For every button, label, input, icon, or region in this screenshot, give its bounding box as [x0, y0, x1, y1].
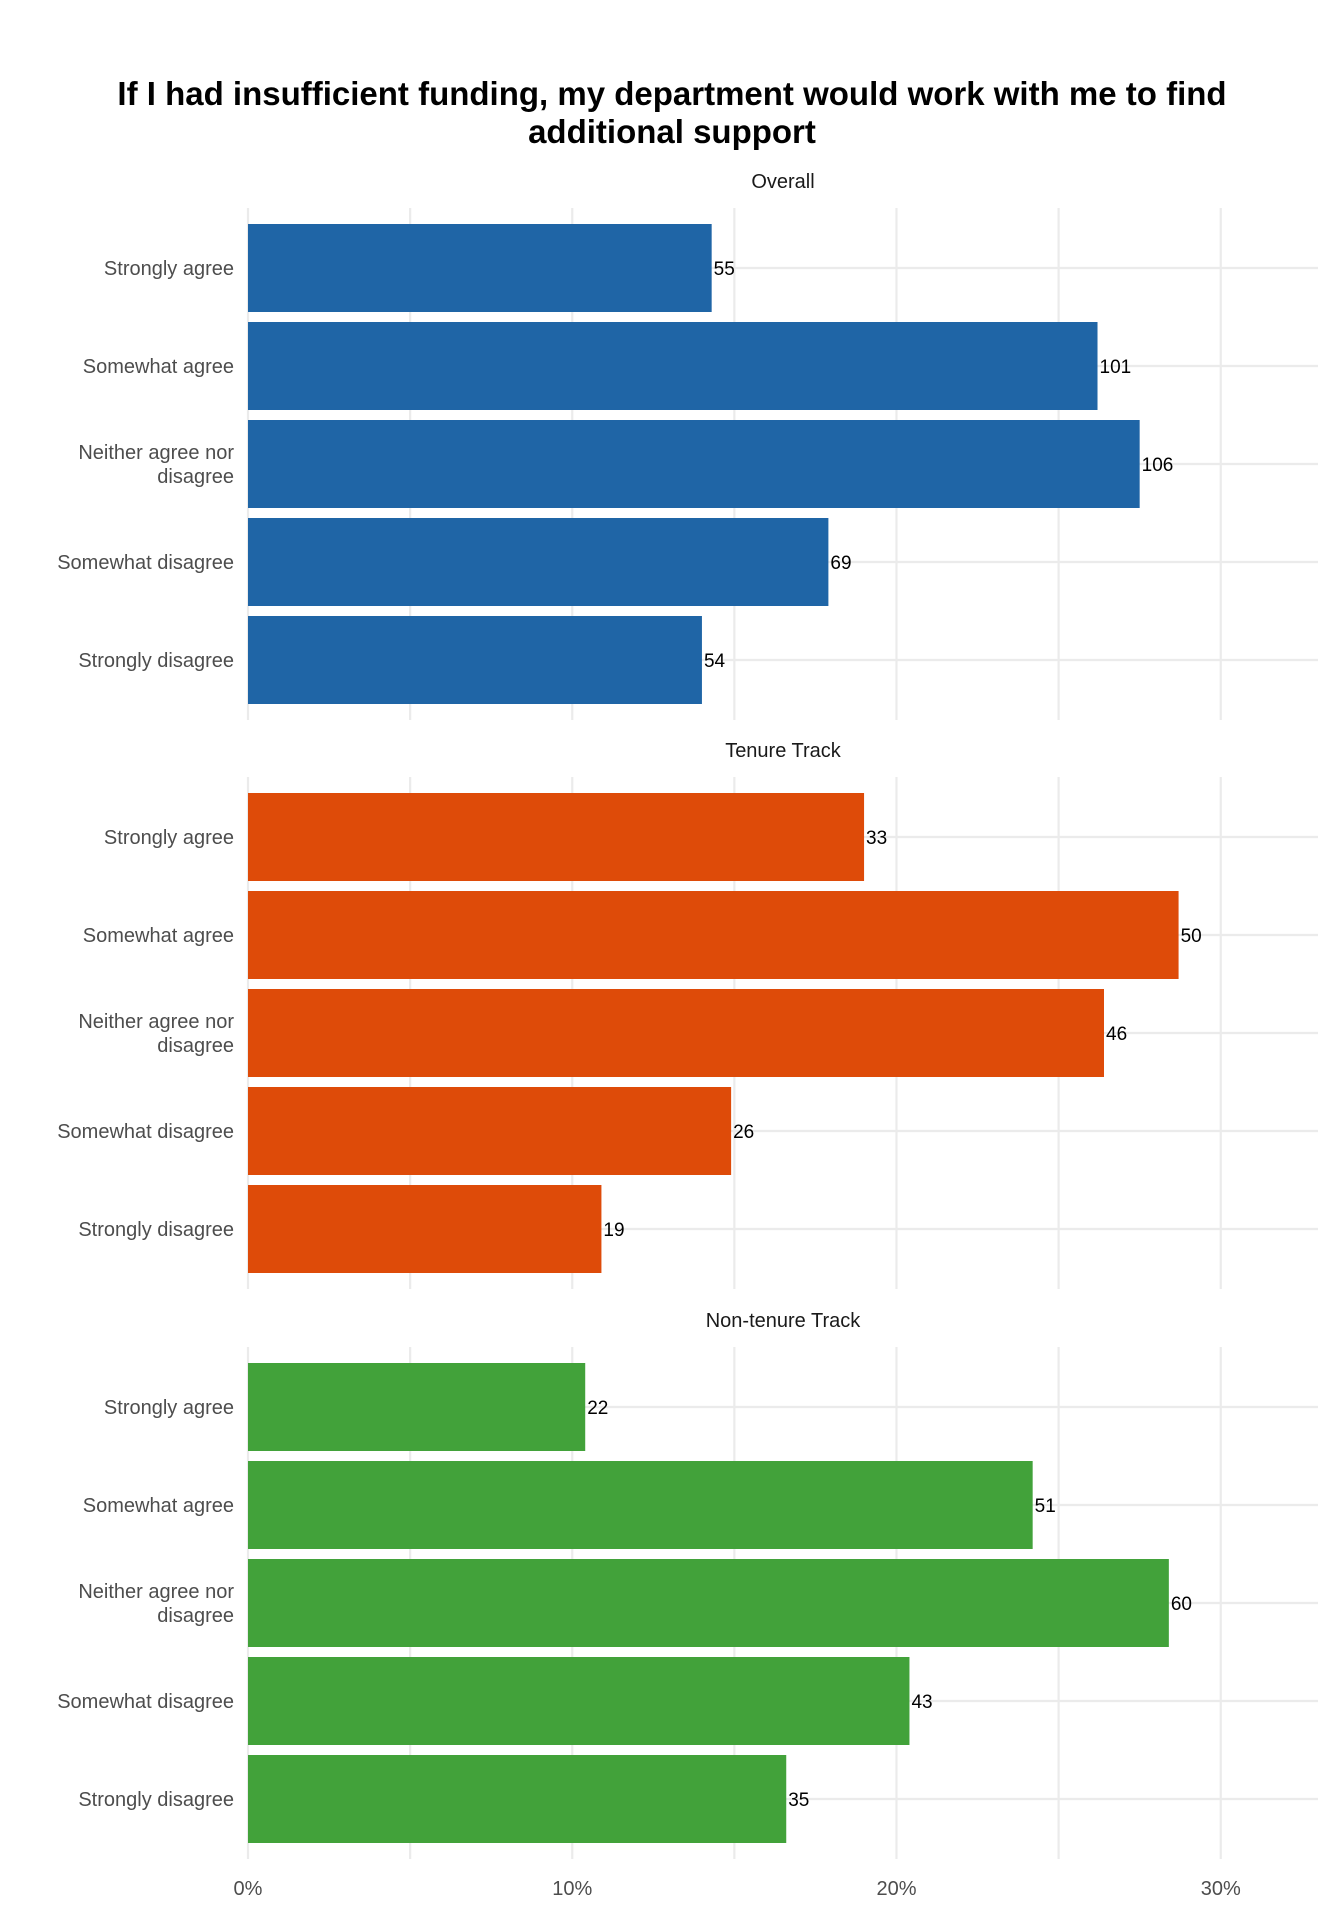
bar-value-label: 54: [704, 651, 726, 672]
bar: [248, 1185, 602, 1273]
category-label: Strongly agree: [104, 827, 234, 849]
labels-layer: Overall Strongly agree 55 Somewhat agree 101…: [57, 171, 1201, 1811]
category-label-line: Strongly agree: [104, 1397, 234, 1419]
bar-value-label: 51: [1035, 1496, 1056, 1517]
category-label-line: Strongly disagree: [78, 650, 234, 672]
category-label: Somewhat disagree: [57, 1121, 234, 1143]
panel-title: Non-tenure Track: [706, 1310, 862, 1332]
bar-value-label: 35: [788, 1790, 809, 1811]
category-label-line: Somewhat agree: [83, 1495, 234, 1517]
bar: [248, 1755, 787, 1843]
category-label-line: Strongly agree: [104, 258, 234, 280]
bar-value-label: 46: [1106, 1024, 1127, 1045]
bar-value-label: 101: [1100, 357, 1132, 378]
category-label: Neither agree nor disagree: [78, 1011, 234, 1057]
category-label-line: Strongly disagree: [78, 1219, 234, 1241]
bar-value-label: 50: [1181, 926, 1202, 947]
bar: [248, 1087, 732, 1175]
chart-title-line-1: If I had insufficient funding, my depart…: [117, 75, 1226, 112]
category-label-line: Neither agree nor: [78, 442, 234, 464]
category-label-line: Somewhat disagree: [57, 552, 234, 574]
x-tick-label: 30%: [1201, 1878, 1241, 1900]
x-tick-label: 20%: [876, 1878, 916, 1900]
bar-value-label: 60: [1171, 1594, 1192, 1615]
chart-title: If I had insufficient funding, my depart…: [117, 75, 1226, 150]
category-label: Strongly agree: [104, 258, 234, 280]
category-label: Neither agree nor disagree: [78, 1581, 234, 1627]
bar: [248, 1559, 1169, 1647]
category-label: Strongly agree: [104, 1397, 234, 1419]
chart-title-line-2: additional support: [528, 113, 816, 150]
category-label-line: Somewhat agree: [83, 925, 234, 947]
bar-value-label: 55: [714, 259, 735, 280]
bar-value-label: 106: [1142, 455, 1174, 476]
bar: [248, 1657, 910, 1745]
category-label-line: disagree: [157, 1605, 234, 1627]
bar-value-label: 26: [733, 1122, 754, 1143]
category-label: Strongly disagree: [78, 1789, 234, 1811]
bar-value-label: 69: [830, 553, 851, 574]
category-label-line: Somewhat disagree: [57, 1121, 234, 1143]
bar: [248, 322, 1098, 410]
category-label: Somewhat disagree: [57, 552, 234, 574]
bar: [248, 989, 1104, 1077]
bar-value-label: 33: [866, 828, 887, 849]
category-label-line: disagree: [157, 466, 234, 488]
category-label-line: Somewhat agree: [83, 356, 234, 378]
panel-title: Tenure Track: [725, 740, 842, 762]
category-label: Strongly disagree: [78, 1219, 234, 1241]
bar: [248, 1363, 586, 1451]
category-label: Strongly disagree: [78, 650, 234, 672]
category-label: Somewhat agree: [83, 356, 234, 378]
category-label: Somewhat agree: [83, 1495, 234, 1517]
category-label-line: disagree: [157, 1035, 234, 1057]
bar: [248, 891, 1179, 979]
x-axis: 0% 10% 20% 30%: [234, 1878, 1241, 1900]
category-label: Neither agree nor disagree: [78, 442, 234, 488]
category-label-line: Somewhat disagree: [57, 1691, 234, 1713]
category-label: Somewhat disagree: [57, 1691, 234, 1713]
bar: [248, 518, 829, 606]
bar-value-label: 22: [587, 1398, 608, 1419]
category-label-line: Neither agree nor: [78, 1581, 234, 1603]
bars-layer: [248, 224, 1179, 1843]
bar: [248, 793, 865, 881]
bar: [248, 1461, 1033, 1549]
category-label-line: Strongly agree: [104, 827, 234, 849]
bar: [248, 224, 712, 312]
category-label: Somewhat agree: [83, 925, 234, 947]
bar: [248, 420, 1140, 508]
x-tick-label: 10%: [552, 1878, 592, 1900]
x-tick-label: 0%: [234, 1878, 263, 1900]
category-label-line: Strongly disagree: [78, 1789, 234, 1811]
category-label-line: Neither agree nor: [78, 1011, 234, 1033]
bar: [248, 616, 702, 704]
panel-title: Overall: [751, 171, 814, 193]
bar-value-label: 19: [603, 1220, 624, 1241]
bar-value-label: 43: [911, 1692, 932, 1713]
